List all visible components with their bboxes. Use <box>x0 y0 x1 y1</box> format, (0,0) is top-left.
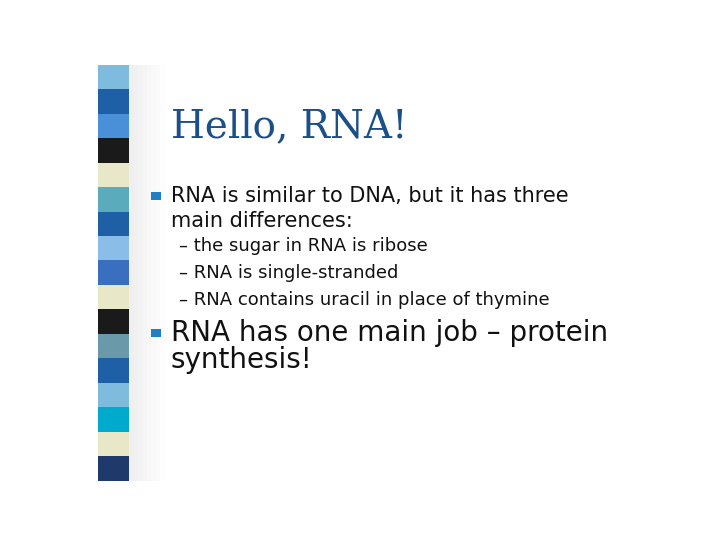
Polygon shape <box>98 89 129 114</box>
Text: RNA has one main job – protein: RNA has one main job – protein <box>171 319 608 347</box>
Polygon shape <box>98 260 129 285</box>
Polygon shape <box>98 285 129 309</box>
Bar <box>151 192 161 199</box>
FancyBboxPatch shape <box>129 65 133 481</box>
Text: Hello, RNA!: Hello, RNA! <box>171 109 408 145</box>
Polygon shape <box>98 407 129 431</box>
FancyBboxPatch shape <box>133 65 138 481</box>
Polygon shape <box>98 383 129 407</box>
Text: RNA is similar to DNA, but it has three: RNA is similar to DNA, but it has three <box>171 186 569 206</box>
Text: – RNA is single-stranded: – RNA is single-stranded <box>179 264 399 282</box>
Polygon shape <box>98 212 129 236</box>
Polygon shape <box>98 65 129 89</box>
Text: – RNA contains uracil in place of thymine: – RNA contains uracil in place of thymin… <box>179 291 550 309</box>
Polygon shape <box>98 309 129 334</box>
Polygon shape <box>98 236 129 260</box>
Text: synthesis!: synthesis! <box>171 346 312 374</box>
Polygon shape <box>98 334 129 359</box>
Polygon shape <box>98 187 129 212</box>
Polygon shape <box>98 114 129 138</box>
Polygon shape <box>98 163 129 187</box>
Polygon shape <box>98 456 129 481</box>
Bar <box>151 329 161 337</box>
FancyBboxPatch shape <box>138 65 143 481</box>
FancyBboxPatch shape <box>147 65 151 481</box>
Text: – the sugar in RNA is ribose: – the sugar in RNA is ribose <box>179 237 428 255</box>
Polygon shape <box>98 431 129 456</box>
Polygon shape <box>98 138 129 163</box>
Text: main differences:: main differences: <box>171 211 353 231</box>
FancyBboxPatch shape <box>143 65 147 481</box>
Polygon shape <box>98 359 129 383</box>
